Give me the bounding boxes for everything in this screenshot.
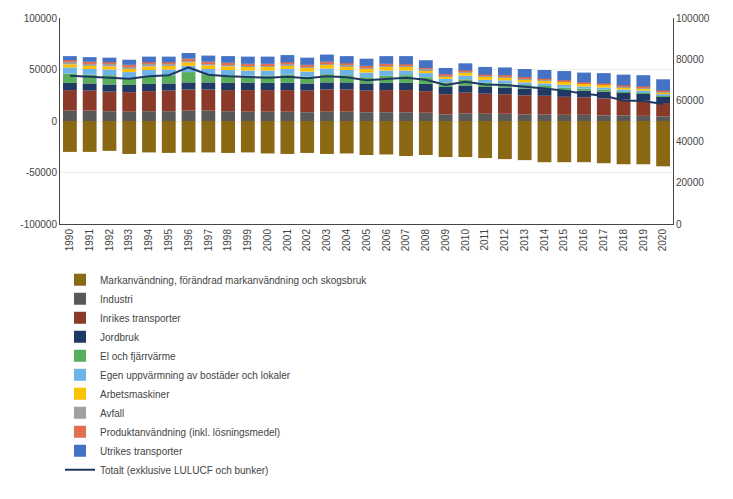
svg-text:2001: 2001 xyxy=(282,229,293,252)
svg-text:2008: 2008 xyxy=(420,229,431,252)
svg-text:2015: 2015 xyxy=(558,229,569,252)
svg-text:Totalt (exklusive LULUCF och b: Totalt (exklusive LULUCF och bunker) xyxy=(100,465,268,476)
svg-text:2005: 2005 xyxy=(361,229,372,252)
svg-text:Inrikes transporter: Inrikes transporter xyxy=(100,313,181,324)
svg-text:80000: 80000 xyxy=(676,54,704,65)
svg-text:2010: 2010 xyxy=(460,229,471,252)
svg-text:2003: 2003 xyxy=(321,229,332,252)
svg-text:2016: 2016 xyxy=(578,229,589,252)
svg-text:2011: 2011 xyxy=(479,229,490,251)
svg-text:Avfall: Avfall xyxy=(100,408,124,419)
svg-text:Utrikes transporter: Utrikes transporter xyxy=(100,446,183,457)
svg-text:Markanvändning, förändrad mark: Markanvändning, förändrad markanvändning… xyxy=(100,275,367,286)
svg-text:1994: 1994 xyxy=(143,229,154,252)
svg-text:100000: 100000 xyxy=(676,13,710,24)
svg-text:1996: 1996 xyxy=(183,229,194,252)
svg-text:2014: 2014 xyxy=(539,229,550,252)
svg-text:2017: 2017 xyxy=(598,229,609,252)
svg-text:2000: 2000 xyxy=(262,229,273,252)
svg-text:2013: 2013 xyxy=(519,229,530,252)
svg-text:-50000: -50000 xyxy=(26,167,58,178)
svg-text:Produktanvändning (inkl. lösni: Produktanvändning (inkl. lösningsmedel) xyxy=(100,427,280,438)
svg-text:Jordbruk: Jordbruk xyxy=(100,332,140,343)
svg-text:2019: 2019 xyxy=(638,229,649,252)
svg-text:60000: 60000 xyxy=(676,95,704,106)
svg-text:2009: 2009 xyxy=(440,229,451,252)
svg-text:40000: 40000 xyxy=(676,136,704,147)
svg-text:100000: 100000 xyxy=(24,13,58,24)
svg-text:20000: 20000 xyxy=(676,177,704,188)
svg-text:1991: 1991 xyxy=(84,229,95,252)
svg-text:2004: 2004 xyxy=(341,229,352,252)
svg-text:2007: 2007 xyxy=(400,229,411,252)
svg-text:1997: 1997 xyxy=(203,229,214,252)
svg-text:0: 0 xyxy=(676,219,682,230)
svg-text:1993: 1993 xyxy=(123,229,134,252)
svg-text:50000: 50000 xyxy=(29,64,57,75)
svg-text:1998: 1998 xyxy=(222,229,233,252)
svg-text:2012: 2012 xyxy=(499,229,510,252)
svg-text:-100000: -100000 xyxy=(20,219,57,230)
svg-text:El och fjärrvärme: El och fjärrvärme xyxy=(100,351,176,362)
svg-text:2002: 2002 xyxy=(301,229,312,252)
svg-text:1995: 1995 xyxy=(163,229,174,252)
svg-text:2020: 2020 xyxy=(657,229,668,252)
svg-text:2018: 2018 xyxy=(618,229,629,252)
svg-text:0: 0 xyxy=(51,116,57,127)
svg-text:2006: 2006 xyxy=(381,229,392,252)
svg-text:1992: 1992 xyxy=(104,229,115,252)
svg-text:1999: 1999 xyxy=(242,229,253,252)
svg-text:Egen uppvärmning av bostäder o: Egen uppvärmning av bostäder och lokaler xyxy=(100,370,291,381)
svg-text:Arbetsmaskiner: Arbetsmaskiner xyxy=(100,389,170,400)
svg-text:1990: 1990 xyxy=(64,229,75,252)
svg-text:Industri: Industri xyxy=(100,294,133,305)
